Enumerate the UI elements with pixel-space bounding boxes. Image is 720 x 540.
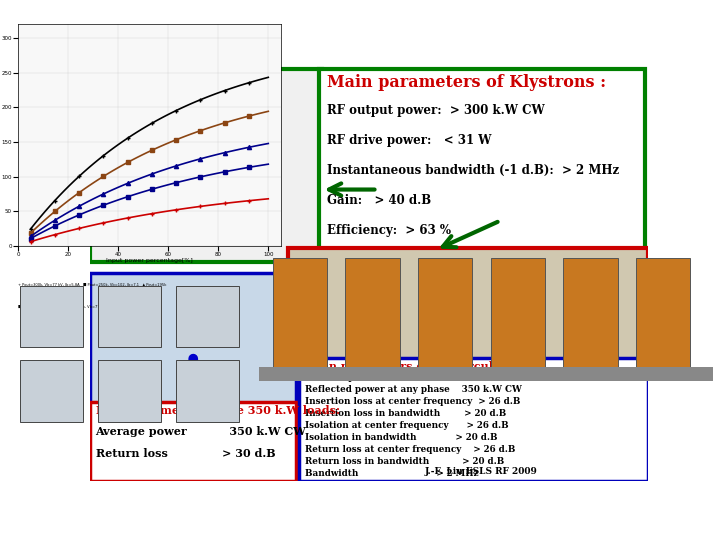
Text: Average power           350 k.W CW: Average power 350 k.W CW <box>96 426 306 437</box>
Bar <box>20 360 83 422</box>
Text: + Pout=300k, Vb=77 kV, Ib=5.8A   ■ Pout=250k, Vb=102, Ib=7.1   ▲ Pout=195k: + Pout=300k, Vb=77 kV, Ib=5.8A ■ Pout=25… <box>18 282 166 287</box>
Text: Gain:   > 40 d.B: Gain: > 40 d.B <box>327 194 431 207</box>
FancyBboxPatch shape <box>319 69 645 250</box>
FancyBboxPatch shape <box>90 402 297 481</box>
Bar <box>20 286 83 347</box>
Bar <box>259 367 713 381</box>
Text: Instantaneous bandwidth (-1 d.B):  > 2 MHz: Instantaneous bandwidth (-1 d.B): > 2 MH… <box>327 164 619 177</box>
Text: Insertion loss in bandwidth        > 20 d.B: Insertion loss in bandwidth > 20 d.B <box>305 409 506 418</box>
Text: Return loss              > 30 d.B: Return loss > 30 d.B <box>96 448 275 459</box>
Text: Bandwidth                          > 2 MHz: Bandwidth > 2 MHz <box>305 469 478 478</box>
Text: Main parameters of Klystrons :: Main parameters of Klystrons : <box>327 74 606 91</box>
FancyBboxPatch shape <box>300 358 648 481</box>
Text: Isolation at center frequency      > 26 d.B: Isolation at center frequency > 26 d.B <box>305 421 508 430</box>
Text: Return loss at center frequency    > 26 d.B: Return loss at center frequency > 26 d.B <box>305 446 516 454</box>
Bar <box>490 258 545 369</box>
FancyBboxPatch shape <box>90 69 322 262</box>
Text: Return loss in bandwidth           > 20 d.B: Return loss in bandwidth > 20 d.B <box>305 457 504 467</box>
Bar <box>98 360 161 422</box>
FancyBboxPatch shape <box>288 248 648 360</box>
Text: ■ Pout=160k, Vb=102   + Pout=95k, Vb=77: ■ Pout=160k, Vb=102 + Pout=95k, Vb=77 <box>18 305 99 309</box>
X-axis label: Input power percentage[%]: Input power percentage[%] <box>106 258 193 264</box>
Bar <box>176 360 239 422</box>
Text: RF drive power:   < 31 W: RF drive power: < 31 W <box>327 134 492 147</box>
Bar <box>563 258 618 369</box>
Text: Forward power                350 k.W CW: Forward power 350 k.W CW <box>305 373 486 382</box>
Bar <box>418 258 472 369</box>
Text: Reflected power at any phase    350 k.W CW: Reflected power at any phase 350 k.W CW <box>305 385 522 394</box>
Text: Isolation in bandwidth             > 20 d.B: Isolation in bandwidth > 20 d.B <box>305 433 498 442</box>
Bar <box>346 258 400 369</box>
Text: J.-F. Liu ESLS RF 2009: J.-F. Liu ESLS RF 2009 <box>425 467 538 476</box>
Bar <box>176 286 239 347</box>
Text: Efficiency:  > 63 %: Efficiency: > 63 % <box>327 224 451 237</box>
Text: Main parameters of the circulators:: Main parameters of the circulators: <box>305 361 529 372</box>
Text: Insertion loss at center frequency  > 26 d.B: Insertion loss at center frequency > 26 … <box>305 397 521 406</box>
Text: Main parameters of the 350 k.W loads:: Main parameters of the 350 k.W loads: <box>96 404 340 415</box>
FancyBboxPatch shape <box>90 273 297 404</box>
Text: RF output power:  > 300 k.W CW: RF output power: > 300 k.W CW <box>327 104 545 117</box>
Bar <box>636 258 690 369</box>
Bar <box>273 258 327 369</box>
Bar <box>98 286 161 347</box>
